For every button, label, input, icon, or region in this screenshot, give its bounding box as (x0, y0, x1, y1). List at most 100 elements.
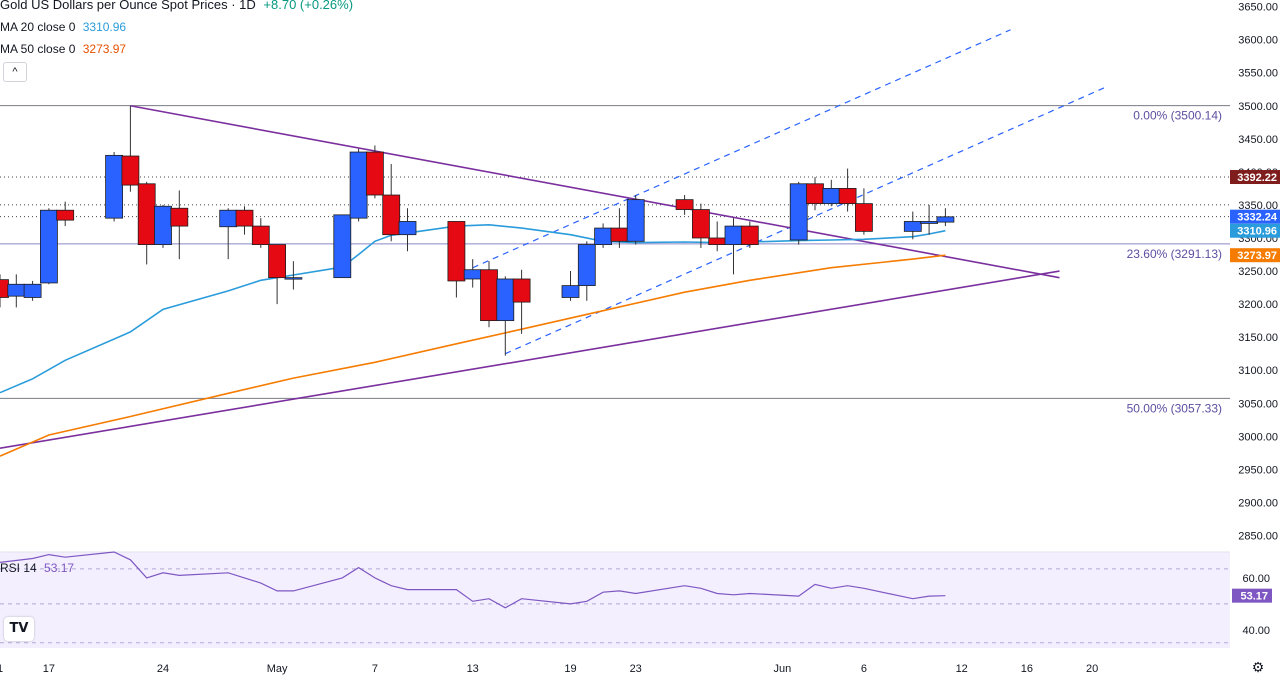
rsi-label: RSI 14 (0, 561, 37, 575)
fib-level-label: 50.00% (3057.33) (1127, 401, 1222, 415)
rsi-tick-label: 60.00 (1242, 573, 1270, 585)
rsi-value: 53.17 (44, 561, 75, 575)
candle-body (512, 278, 531, 303)
ma50-value: 3273.97 (82, 42, 127, 56)
price-badge (1230, 223, 1280, 238)
candle-body (0, 279, 9, 298)
candle (154, 204, 172, 248)
candle (512, 269, 531, 334)
ma50-label: MA 50 close 0 (0, 42, 76, 56)
price-tick-label: 2950.00 (1238, 464, 1278, 476)
settings-icon[interactable]: ⚙ (1251, 659, 1265, 675)
price-tick-label: 3650.00 (1238, 2, 1278, 14)
candle-body (675, 199, 694, 210)
candle-body (936, 216, 955, 223)
candle (626, 195, 645, 245)
price-badge-label: 3310.96 (1237, 226, 1277, 238)
candle (333, 214, 352, 279)
trendline-falling (130, 104, 1060, 279)
candle (40, 208, 58, 285)
time-tick-label: 16 (1021, 663, 1033, 675)
candle-body (496, 278, 515, 322)
candle (577, 241, 596, 301)
rsi-line (0, 551, 946, 609)
candle-body (251, 225, 270, 245)
collapse-legend-button[interactable]: ^ (3, 62, 27, 82)
time-tick-label: 1 (0, 663, 3, 675)
candle-body (610, 227, 629, 242)
candle-body (121, 155, 140, 186)
price-change: +8.70 (+0.26%) (263, 0, 354, 12)
candle (740, 221, 759, 248)
price-badge (1230, 170, 1280, 185)
candle (692, 203, 710, 248)
candle-body (594, 227, 612, 245)
candle (920, 204, 938, 235)
candle (219, 208, 238, 260)
price-badge-label: 3273.97 (1237, 250, 1277, 262)
candle-body (398, 221, 417, 236)
candle (23, 280, 42, 301)
ma20-line (0, 223, 946, 394)
candle-body (740, 225, 759, 245)
candle (121, 105, 140, 192)
candle (284, 261, 303, 290)
fib-level-label: 0.00% (3500.14) (1133, 109, 1222, 123)
price-tick-label: 3050.00 (1238, 398, 1278, 410)
rsi-badge-label: 53.17 (1240, 591, 1268, 603)
candle (0, 274, 9, 308)
time-tick-label: 24 (157, 663, 169, 675)
ma50-legend[interactable]: MA 50 close 0 3273.97 (0, 42, 126, 56)
price-tick-label: 3600.00 (1238, 35, 1278, 47)
rsi-band (0, 552, 1230, 648)
time-tick-label: 19 (564, 663, 576, 675)
candle (789, 181, 808, 245)
price-tick-label: 3500.00 (1238, 101, 1278, 113)
chart-legend-title: Gold US Dollars per Ounce Spot Prices · … (0, 0, 353, 12)
candle-body (40, 209, 58, 284)
candle-body (577, 244, 596, 286)
candle (724, 218, 743, 275)
candle (903, 211, 922, 240)
candle (170, 190, 189, 260)
ma20-legend[interactable]: MA 20 close 0 3310.96 (0, 20, 126, 34)
candle (349, 148, 368, 222)
price-badge-label: 3332.24 (1237, 212, 1278, 224)
time-tick-label: 13 (467, 663, 479, 675)
tradingview-logo-icon[interactable]: TV (4, 617, 34, 641)
candle-body (822, 188, 841, 205)
candle (675, 195, 694, 215)
candle (7, 274, 26, 308)
candle (398, 208, 417, 252)
candle (463, 259, 482, 288)
candle-body (561, 285, 580, 298)
candle (447, 221, 466, 298)
time-tick-label: Jun (774, 663, 792, 675)
price-tick-label: 3250.00 (1238, 266, 1278, 278)
price-tick-label: 3150.00 (1238, 332, 1278, 344)
price-tick-label: 3100.00 (1238, 365, 1278, 377)
time-tick-label: 17 (43, 663, 55, 675)
candle-body (56, 209, 75, 221)
candle (137, 181, 156, 265)
candle-body (806, 183, 824, 205)
candle-body (23, 283, 42, 298)
candle-body (789, 183, 808, 241)
candle-body (480, 269, 498, 322)
price-tick-label: 3350.00 (1238, 200, 1278, 212)
time-axis (0, 654, 1230, 676)
candle-body (838, 188, 857, 205)
candle (561, 271, 580, 301)
candle-body (708, 237, 727, 245)
price-tick-label: 3550.00 (1238, 68, 1278, 80)
ma20-label: MA 20 close 0 (0, 20, 76, 34)
price-tick-label: 3000.00 (1238, 431, 1278, 443)
rsi-badge (1232, 588, 1272, 603)
candle-body (365, 151, 384, 196)
candle-body (855, 203, 873, 232)
candle-body (903, 221, 922, 232)
time-tick-label: 23 (630, 663, 642, 675)
price-tick-label: 3450.00 (1238, 134, 1278, 146)
rsi-legend[interactable]: RSI 14 53.17 (0, 561, 74, 575)
